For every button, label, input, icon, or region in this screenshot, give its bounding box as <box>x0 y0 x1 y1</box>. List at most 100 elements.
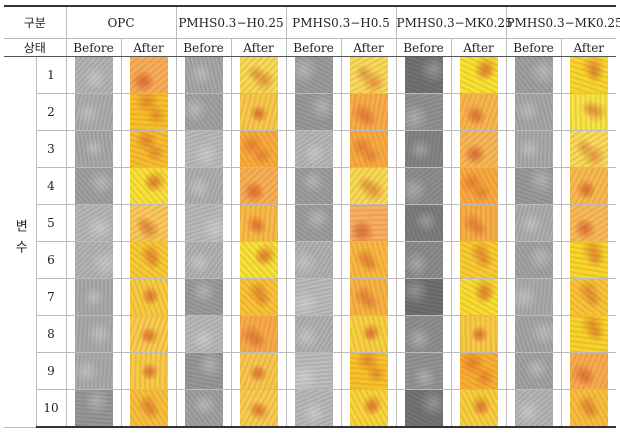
image-cell <box>230 389 287 428</box>
image-cell <box>560 56 616 94</box>
data-row: 변수 1 <box>4 56 616 428</box>
header-row: 구분 OPC PMHS0.3−H0.25 PMHS0.3−H0.5 PMHS0.3−MK… <box>4 5 620 39</box>
image-cell <box>65 389 122 428</box>
image-cell <box>340 241 397 279</box>
specimen-image <box>514 168 553 204</box>
image-cell <box>560 389 616 428</box>
image-cell <box>285 278 342 316</box>
specimen-image <box>184 205 223 241</box>
specimen-image <box>514 390 553 426</box>
variable-label: 변수 <box>12 219 28 262</box>
image-cell <box>120 241 177 279</box>
specimen-image <box>514 242 553 278</box>
image-cell <box>120 278 177 316</box>
image-cell <box>285 167 342 205</box>
row-number: 8 <box>35 315 67 353</box>
image-cell <box>340 167 397 205</box>
image-cell <box>230 93 287 131</box>
image-cell <box>65 93 122 131</box>
specimen-image <box>294 131 333 167</box>
specimen-image <box>569 316 608 352</box>
image-cell <box>560 278 616 316</box>
specimen-image <box>74 316 113 352</box>
image-cell <box>395 56 452 94</box>
image-cell <box>560 204 616 242</box>
specimen-image <box>239 131 278 167</box>
specimen-image <box>184 390 223 426</box>
image-cell <box>340 389 397 428</box>
page: 구분 OPC PMHS0.3−H0.25 PMHS0.3−H0.5 PMHS0.3−MK… <box>4 5 620 428</box>
specimen-image <box>459 94 498 130</box>
image-cell <box>65 352 122 390</box>
specimen-image <box>349 316 388 352</box>
specimen-image <box>459 316 498 352</box>
image-cell <box>505 56 562 94</box>
specimen-image <box>404 242 443 278</box>
specimen-image <box>459 205 498 241</box>
image-cell <box>560 241 616 279</box>
specimen-image <box>239 57 278 93</box>
specimen-image <box>74 94 113 130</box>
specimen-image <box>184 131 223 167</box>
specimen-image <box>349 279 388 315</box>
specimen-image <box>129 390 168 426</box>
image-cell <box>340 204 397 242</box>
image-cell <box>450 352 507 390</box>
specimen-image <box>404 316 443 352</box>
row-number: 5 <box>35 204 67 242</box>
data-row: 10 <box>4 389 616 428</box>
specimen-image <box>239 390 278 426</box>
sub-header: Before <box>395 38 452 57</box>
image-cell <box>230 204 287 242</box>
image-cell <box>285 241 342 279</box>
data-row: 7 <box>4 278 616 316</box>
specimen-image <box>459 390 498 426</box>
specimen-image <box>459 279 498 315</box>
specimen-image <box>294 94 333 130</box>
image-cell <box>120 315 177 353</box>
image-cell <box>120 130 177 168</box>
specimen-image <box>404 205 443 241</box>
data-row: 3 <box>4 130 616 168</box>
image-cell <box>505 204 562 242</box>
specimen-image <box>349 242 388 278</box>
image-cell <box>285 352 342 390</box>
image-cell <box>340 93 397 131</box>
sub-header: After <box>230 38 287 57</box>
row-number: 9 <box>35 352 67 390</box>
specimen-image <box>184 279 223 315</box>
specimen-image <box>294 205 333 241</box>
specimen-image <box>239 316 278 352</box>
specimen-image <box>514 131 553 167</box>
image-cell <box>285 93 342 131</box>
image-cell <box>340 56 397 94</box>
image-cell <box>505 241 562 279</box>
sub-header: Before <box>65 38 122 57</box>
specimen-image <box>129 316 168 352</box>
image-cell <box>505 93 562 131</box>
specimen-image <box>569 390 608 426</box>
image-cell <box>395 389 452 428</box>
image-cell <box>120 204 177 242</box>
image-cell <box>450 278 507 316</box>
specimen-image <box>404 390 443 426</box>
sub-header: After <box>120 38 177 57</box>
specimen-image <box>349 94 388 130</box>
specimen-image <box>184 94 223 130</box>
sub-header: After <box>450 38 507 57</box>
specimen-image <box>349 205 388 241</box>
specimen-image <box>404 279 443 315</box>
specimen-image <box>569 242 608 278</box>
row-number: 3 <box>35 130 67 168</box>
specimen-image <box>74 131 113 167</box>
table-body: 구분 OPC PMHS0.3−H0.25 PMHS0.3−H0.5 PMHS0.3−MK… <box>4 5 620 428</box>
specimen-image <box>239 353 278 389</box>
specimen-image <box>294 168 333 204</box>
specimen-image <box>514 353 553 389</box>
specimen-image <box>569 279 608 315</box>
sub-header: After <box>340 38 397 57</box>
group-header: PMHS0.3−H0.25 <box>175 5 287 39</box>
specimen-image <box>129 168 168 204</box>
image-cell <box>230 278 287 316</box>
specimen-image <box>459 168 498 204</box>
